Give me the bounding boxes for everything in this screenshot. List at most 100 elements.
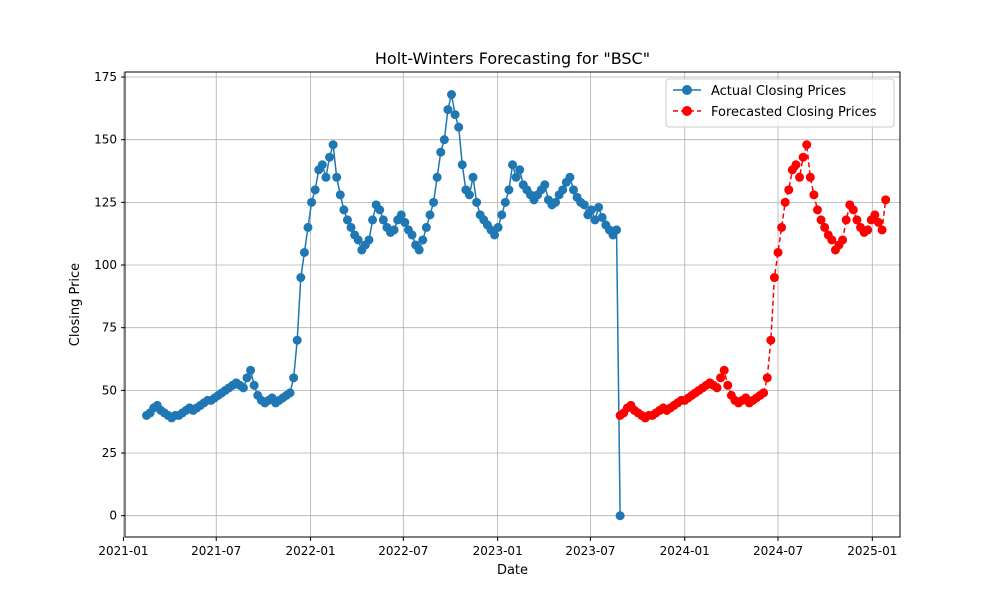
y-axis: 0 25 50 75 100 125 150 175: [94, 70, 125, 523]
actual-point: [468, 172, 478, 182]
actual-point: [511, 172, 521, 182]
actual-point: [317, 160, 327, 170]
actual-point: [493, 222, 503, 232]
actual-point: [246, 365, 256, 375]
actual-point: [464, 190, 474, 200]
actual-point: [425, 210, 435, 220]
actual-point: [303, 222, 313, 232]
forecast-point: [881, 195, 891, 205]
forecast-point: [877, 225, 887, 235]
actual-point: [346, 222, 356, 232]
actual-point: [335, 190, 345, 200]
y-tick-label: 0: [109, 509, 117, 523]
actual-point: [579, 200, 589, 210]
actual-point: [490, 230, 500, 240]
forecast-point: [848, 205, 858, 215]
actual-point: [594, 202, 604, 212]
y-tick-label: 100: [94, 258, 117, 272]
forecast-point: [719, 365, 729, 375]
actual-point: [558, 185, 568, 195]
y-tick-label: 50: [102, 383, 117, 397]
actual-point: [332, 172, 342, 182]
actual-point: [396, 210, 406, 220]
actual-point: [325, 152, 335, 162]
actual-point: [285, 388, 295, 398]
actual-point: [443, 105, 453, 115]
x-axis-label: Date: [497, 563, 528, 578]
actual-point: [439, 135, 449, 145]
actual-point: [500, 197, 510, 207]
actual-point: [586, 205, 596, 215]
y-tick-label: 75: [102, 321, 117, 335]
actual-point: [342, 215, 352, 225]
forecast-point: [795, 172, 805, 182]
actual-point: [540, 180, 550, 190]
actual-point: [307, 197, 317, 207]
actual-point: [400, 217, 410, 227]
actual-series: [142, 90, 625, 521]
legend-box: [665, 78, 895, 128]
actual-point: [508, 160, 517, 170]
chart-title: Holt-Winters Forecasting for "BSC": [375, 49, 650, 68]
actual-point: [310, 185, 320, 195]
grid-lines: [123, 72, 900, 537]
actual-point: [569, 185, 578, 195]
y-tick-label: 175: [94, 70, 117, 84]
forecast-point: [766, 335, 776, 345]
x-tick-label: 2024-01: [660, 544, 710, 558]
actual-point: [565, 172, 575, 182]
legend-forecast-marker: [682, 106, 692, 116]
forecast-point: [873, 217, 883, 227]
forecast-point: [802, 140, 812, 150]
actual-point: [504, 185, 514, 195]
actual-point: [389, 225, 399, 235]
actual-point: [472, 197, 482, 207]
actual-point: [292, 335, 302, 345]
actual-point: [238, 383, 248, 393]
actual-point: [597, 212, 607, 222]
y-axis-label: Closing Price: [68, 263, 83, 346]
actual-point: [551, 197, 561, 207]
forecast-point: [723, 380, 733, 390]
forecast-point: [820, 222, 830, 232]
actual-point: [407, 230, 417, 240]
legend-actual-label: Actual Closing Prices: [711, 84, 846, 99]
forecast-point: [809, 190, 819, 200]
x-tick-label: 2023-07: [565, 544, 615, 558]
actual-point: [299, 247, 309, 257]
actual-point: [289, 373, 299, 383]
actual-point: [328, 140, 338, 150]
series-layer: [142, 90, 891, 521]
forecast-point: [798, 152, 808, 162]
forecast-series-line: [619, 143, 887, 419]
forecast-point: [777, 222, 787, 232]
actual-point: [421, 222, 431, 232]
forecast-point: [784, 185, 794, 195]
forecast-point: [863, 225, 873, 235]
forecast-point: [870, 210, 880, 220]
actual-point: [414, 245, 424, 255]
actual-point: [353, 235, 363, 245]
actual-point: [364, 235, 374, 245]
y-tick-label: 150: [94, 133, 117, 147]
forecast-point: [805, 172, 815, 182]
actual-point: [321, 172, 331, 182]
y-tick-label: 25: [102, 446, 117, 460]
actual-point: [339, 205, 349, 215]
legend-actual-marker: [682, 85, 692, 95]
forecast-point: [716, 373, 726, 383]
x-tick-label: 2021-01: [98, 544, 148, 558]
legend: Actual Closing Prices Forecasted Closing…: [665, 78, 895, 128]
actual-point: [590, 215, 600, 225]
actual-point: [454, 122, 464, 132]
x-tick-label: 2022-07: [378, 544, 428, 558]
actual-point: [436, 147, 446, 157]
actual-point: [296, 273, 306, 283]
plot-area-frame: [124, 71, 901, 538]
forecast-point: [812, 205, 822, 215]
x-tick-label: 2025-01: [847, 544, 897, 558]
actual-point: [418, 235, 428, 245]
actual-point: [368, 215, 378, 225]
actual-series-line: [146, 93, 621, 516]
